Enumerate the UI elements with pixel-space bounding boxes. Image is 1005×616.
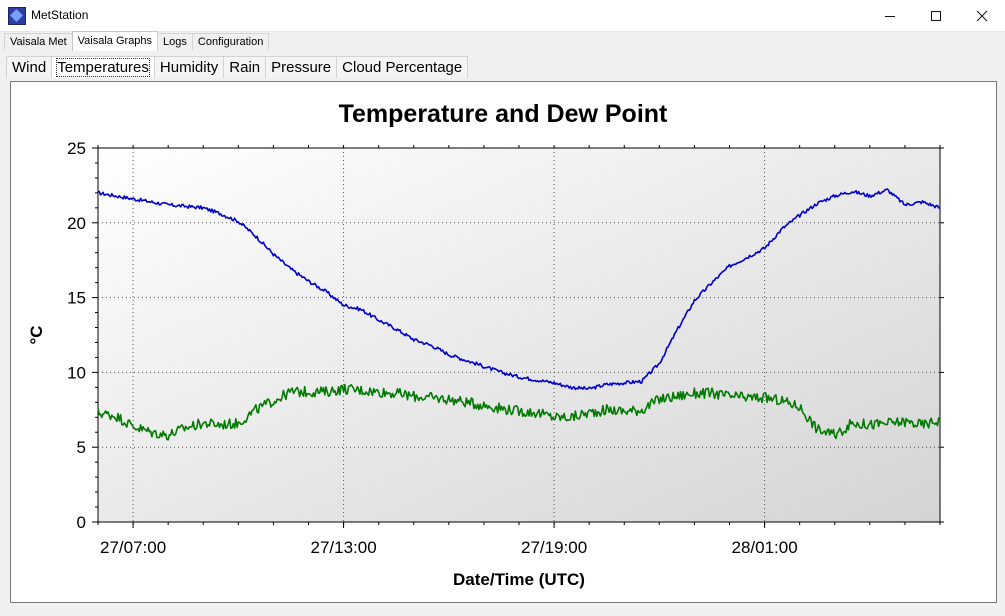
close-icon xyxy=(976,10,988,21)
tab-vaisala-graphs[interactable]: Vaisala Graphs xyxy=(71,31,159,51)
series-layer xyxy=(97,188,941,441)
tab-humidity[interactable]: Humidity xyxy=(153,56,225,78)
main-tab-strip: Vaisala Met Vaisala Graphs Logs Configur… xyxy=(4,31,270,51)
y-tick-label: 25 xyxy=(67,139,86,158)
temperature-series-line xyxy=(97,188,941,391)
tab-configuration[interactable]: Configuration xyxy=(191,33,270,50)
tab-wind[interactable]: Wind xyxy=(6,56,53,78)
tab-temperatures-label: Temperatures xyxy=(56,58,150,77)
x-tick-label: 27/19:00 xyxy=(521,538,587,557)
tab-rain-label: Rain xyxy=(229,59,261,76)
tab-rain[interactable]: Rain xyxy=(223,56,267,78)
app-icon xyxy=(8,7,26,25)
graph-tab-strip: Wind Temperatures Humidity Rain Pressure… xyxy=(6,56,469,78)
y-tick-label: 20 xyxy=(67,214,86,233)
tab-vaisala-met[interactable]: Vaisala Met xyxy=(4,33,73,50)
x-axis-label: Date/Time (UTC) xyxy=(453,570,585,589)
tab-logs[interactable]: Logs xyxy=(157,33,193,50)
y-tick-label: 15 xyxy=(67,289,86,308)
maximize-button[interactable] xyxy=(913,0,959,31)
x-tick-label: 27/07:00 xyxy=(100,538,166,557)
x-tick-label: 27/13:00 xyxy=(310,538,376,557)
title-bar: MetStation xyxy=(0,0,1005,32)
tab-cloud-percentage[interactable]: Cloud Percentage xyxy=(336,56,469,78)
plot-area xyxy=(97,147,941,523)
tab-wind-label: Wind xyxy=(12,59,47,76)
tab-cloud-percentage-label: Cloud Percentage xyxy=(342,59,463,76)
y-tick-label: 5 xyxy=(77,438,86,457)
tab-humidity-label: Humidity xyxy=(159,59,219,76)
y-axis-label: °C xyxy=(27,325,46,344)
close-button[interactable] xyxy=(959,0,1005,31)
dew-point-series-line xyxy=(97,383,941,441)
maximize-icon xyxy=(931,10,941,21)
minimize-icon xyxy=(885,15,895,17)
y-tick-label: 0 xyxy=(77,513,86,532)
axes-layer: 0 5 10 15 20 25 27/07:00 27/13:00 27/19:00 28/01:… xyxy=(67,139,944,557)
minimize-button[interactable] xyxy=(867,0,913,31)
tab-pressure-label: Pressure xyxy=(271,59,332,76)
chart-panel: Temperature and Dew Point 0 5 10 15 20 25 27/0… xyxy=(10,81,997,603)
chart-title: Temperature and Dew Point xyxy=(339,100,668,128)
tab-temperatures[interactable]: Temperatures xyxy=(51,56,155,78)
temperature-chart: Temperature and Dew Point 0 5 10 15 20 25 27/0… xyxy=(27,100,944,589)
window-title: MetStation xyxy=(31,8,89,22)
x-tick-label: 28/01:00 xyxy=(731,538,797,557)
tab-pressure[interactable]: Pressure xyxy=(265,56,338,78)
y-tick-label: 10 xyxy=(67,363,86,382)
